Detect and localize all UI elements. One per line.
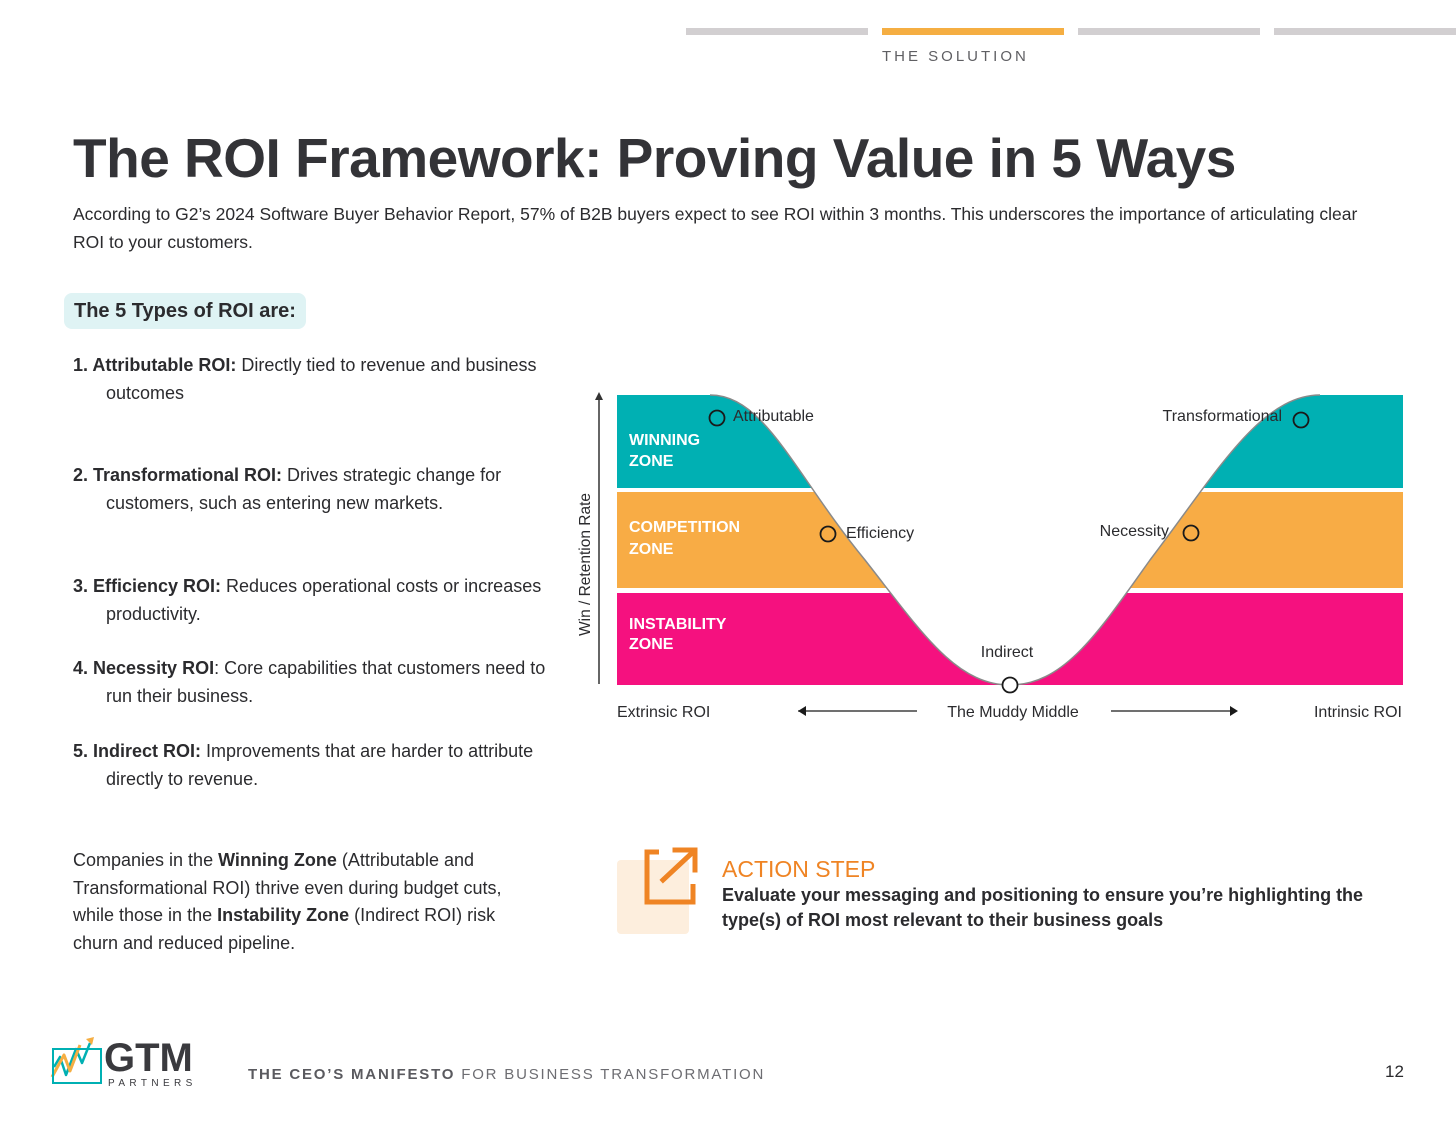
page-number: 12: [1385, 1062, 1404, 1081]
roi-item-label: 4. Necessity ROI: [73, 658, 215, 678]
page-title: The ROI Framework: Proving Value in 5 Wa…: [73, 127, 1236, 189]
transformational-label: Transformational: [1163, 408, 1282, 425]
intro-paragraph: According to G2’s 2024 Software Buyer Be…: [73, 204, 1358, 252]
roi-item-indirect: 5. Indirect ROI: Improvements that are h…: [73, 737, 556, 793]
efficiency-label: Efficiency: [846, 525, 914, 542]
roi-item-text: Improvements that are harder to attribut…: [106, 741, 534, 789]
roi-item-text: Reduces operational costs or increases p…: [106, 576, 542, 624]
gtm-partners-logo: GTM PARTNERS: [50, 1035, 210, 1096]
logo-text: GTM: [104, 1036, 193, 1080]
types-heading: The 5 Types of ROI are:: [64, 293, 306, 329]
roi-item-label: 3. Efficiency ROI:: [73, 576, 222, 596]
instability-zone-label-line1: INSTABILITY: [629, 616, 727, 633]
indirect-label: Indirect: [981, 644, 1034, 661]
x-axis-right-label: Intrinsic ROI: [1314, 704, 1402, 721]
roi-framework-diagram: Win / Retention Rate WINNING ZONE COMPET…: [577, 392, 1403, 721]
roi-item-text: : Core capabilities that customers need …: [106, 658, 546, 706]
roi-item-label: 1. Attributable ROI:: [73, 355, 237, 375]
action-step-title: ACTION STEP: [722, 856, 876, 882]
competition-zone-label-line1: COMPETITION: [629, 519, 740, 536]
instability-zone-label-line2: ZONE: [629, 636, 674, 653]
logo-subtext: PARTNERS: [108, 1078, 197, 1089]
progress-segment-active: [882, 28, 1064, 35]
roi-item-text: Directly tied to revenue and business ou…: [106, 355, 537, 403]
x-axis-left-label: Extrinsic ROI: [617, 704, 710, 721]
roi-item-label: 2. Transformational ROI:: [73, 465, 283, 485]
progress-segment: [1078, 28, 1260, 35]
y-axis-label: Win / Retention Rate: [577, 493, 594, 636]
roi-item-transformational: 2. Transformational ROI: Drives strategi…: [73, 461, 556, 517]
x-axis-middle-label: The Muddy Middle: [947, 704, 1079, 721]
arrow-left-icon: [798, 706, 806, 716]
zones-text: (Attributable and Transformational ROI) …: [73, 850, 502, 925]
competition-zone-label-line2: ZONE: [629, 541, 674, 558]
roi-item-necessity: 4. Necessity ROI: Core capabilities that…: [73, 654, 556, 710]
footer-manifesto: THE CEO’S MANIFESTO FOR BUSINESS TRANSFO…: [248, 1066, 765, 1083]
instability-zone-term: Instability Zone: [217, 905, 350, 925]
zones-paragraph: Companies in the Winning Zone (Attributa…: [73, 847, 523, 957]
logo-mark-icon: GTM PARTNERS: [50, 1036, 197, 1089]
efficiency-point: [819, 525, 837, 543]
instability-zone-band: [617, 593, 1403, 685]
necessity-point: [1182, 524, 1200, 542]
attributable-label: Attributable: [733, 408, 814, 425]
winning-zone-label-line1: WINNING: [629, 432, 700, 449]
zones-text: (Indirect ROI) risk churn and reduced pi…: [73, 905, 496, 953]
transformational-point: [1292, 411, 1310, 429]
indirect-point: [1001, 676, 1019, 694]
footer-manifesto-bold: THE CEO’S MANIFESTO: [248, 1066, 456, 1083]
progress-segment: [686, 28, 868, 35]
progress-segment: [1274, 28, 1456, 35]
footer-manifesto-rest: FOR BUSINESS TRANSFORMATION: [455, 1066, 766, 1083]
y-axis-arrow-icon: [595, 392, 603, 400]
action-step-text: Evaluate your messaging and positioning …: [722, 885, 1364, 930]
roi-item-label: 5. Indirect ROI:: [73, 741, 202, 761]
arrow-right-icon: [1230, 706, 1238, 716]
zones-text: Companies in the: [73, 850, 219, 870]
section-label: THE SOLUTION: [882, 48, 1029, 65]
winning-zone-term: Winning Zone: [218, 850, 337, 870]
necessity-label: Necessity: [1100, 523, 1169, 540]
roi-item-attributable: 1. Attributable ROI: Directly tied to re…: [73, 351, 556, 407]
roi-item-efficiency: 3. Efficiency ROI: Reduces operational c…: [73, 572, 556, 628]
attributable-point: [708, 409, 726, 427]
competition-zone-band: [617, 492, 1403, 588]
winning-zone-label-line2: ZONE: [629, 453, 674, 470]
roi-item-text: Drives strategic change for customers, s…: [106, 465, 502, 513]
external-link-icon: [617, 847, 698, 934]
